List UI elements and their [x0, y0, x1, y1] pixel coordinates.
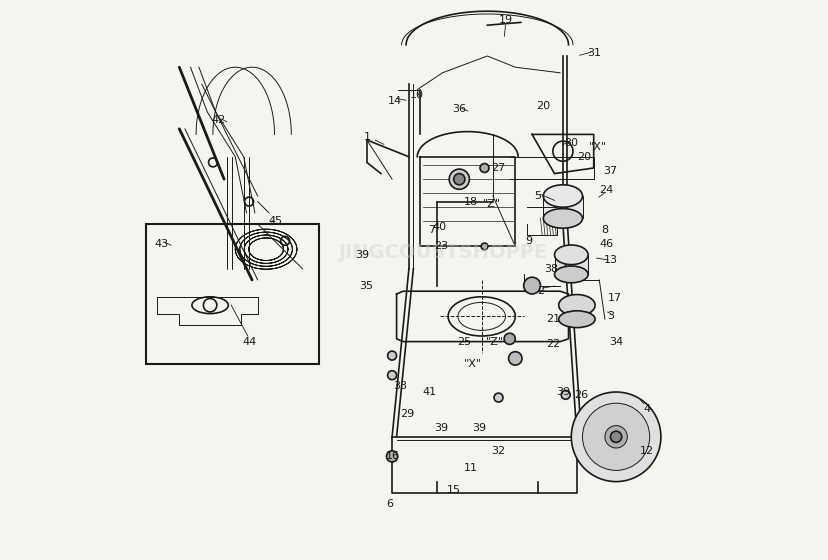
Text: 3: 3 [606, 311, 614, 321]
Text: 7: 7 [427, 225, 435, 235]
Text: 23: 23 [434, 241, 448, 251]
Text: 34: 34 [609, 337, 623, 347]
Text: 19: 19 [498, 15, 513, 25]
Text: 11: 11 [463, 463, 477, 473]
Text: 26: 26 [574, 390, 588, 400]
Bar [146, 224, 319, 364]
Text: 39: 39 [355, 250, 369, 260]
Text: 20: 20 [576, 152, 590, 162]
Text: 39: 39 [434, 423, 448, 433]
Ellipse shape [558, 295, 595, 316]
Text: 45: 45 [268, 216, 282, 226]
Text: 33: 33 [392, 381, 407, 391]
Text: JINGCOUSTSHOPPE: JINGCOUSTSHOPPE [338, 242, 546, 262]
Text: 6: 6 [385, 499, 392, 509]
Text: 9: 9 [525, 236, 532, 246]
Text: 24: 24 [599, 185, 613, 195]
Text: 14: 14 [388, 96, 402, 106]
Text: 41: 41 [422, 387, 436, 397]
Ellipse shape [542, 209, 582, 228]
Text: 21: 21 [545, 314, 559, 324]
Text: 22: 22 [546, 339, 560, 349]
Circle shape [449, 169, 469, 189]
Text: 2: 2 [537, 286, 543, 296]
Text: 1: 1 [363, 132, 370, 142]
Text: 46: 46 [599, 239, 613, 249]
Text: 10: 10 [410, 90, 424, 100]
Circle shape [523, 277, 540, 294]
Circle shape [480, 243, 487, 250]
Text: 17: 17 [607, 293, 621, 303]
Circle shape [609, 431, 621, 442]
Text: 16: 16 [386, 451, 400, 461]
Text: 15: 15 [446, 485, 460, 495]
Text: 8: 8 [600, 225, 608, 235]
Circle shape [388, 351, 396, 360]
Text: 43: 43 [154, 239, 168, 249]
Circle shape [561, 390, 570, 399]
Circle shape [493, 393, 503, 402]
Text: 13: 13 [603, 255, 617, 265]
Text: 39: 39 [555, 387, 570, 397]
Text: 36: 36 [452, 104, 465, 114]
Text: 40: 40 [431, 222, 445, 232]
Text: 37: 37 [603, 166, 617, 176]
Circle shape [582, 403, 649, 470]
Bar [554, 255, 587, 274]
Text: "X": "X" [464, 359, 482, 369]
Text: 31: 31 [586, 48, 600, 58]
Text: 44: 44 [242, 337, 256, 347]
Ellipse shape [558, 311, 595, 328]
Circle shape [570, 392, 660, 482]
Circle shape [453, 174, 465, 185]
Text: 30: 30 [564, 138, 578, 148]
Ellipse shape [554, 245, 587, 265]
Text: 35: 35 [359, 281, 373, 291]
Text: 25: 25 [456, 337, 470, 347]
Text: 18: 18 [463, 197, 477, 207]
Text: 29: 29 [400, 409, 414, 419]
Text: 42: 42 [211, 115, 225, 125]
Ellipse shape [542, 185, 582, 207]
Circle shape [388, 371, 396, 380]
Text: "X": "X" [589, 142, 606, 152]
Text: 5: 5 [533, 191, 541, 201]
Bar [542, 196, 582, 218]
Text: 20: 20 [536, 101, 550, 111]
Text: 39: 39 [471, 423, 485, 433]
Text: 38: 38 [544, 264, 558, 274]
Ellipse shape [554, 266, 587, 283]
Text: 32: 32 [491, 446, 505, 456]
Circle shape [508, 352, 522, 365]
Text: 4: 4 [643, 404, 650, 414]
Text: 12: 12 [639, 446, 653, 456]
Text: "Z": "Z" [485, 337, 503, 347]
Text: "Z": "Z" [482, 199, 500, 209]
Circle shape [604, 426, 627, 448]
Circle shape [479, 164, 489, 172]
Circle shape [503, 333, 515, 344]
Text: 27: 27 [491, 163, 505, 173]
Circle shape [386, 451, 397, 462]
